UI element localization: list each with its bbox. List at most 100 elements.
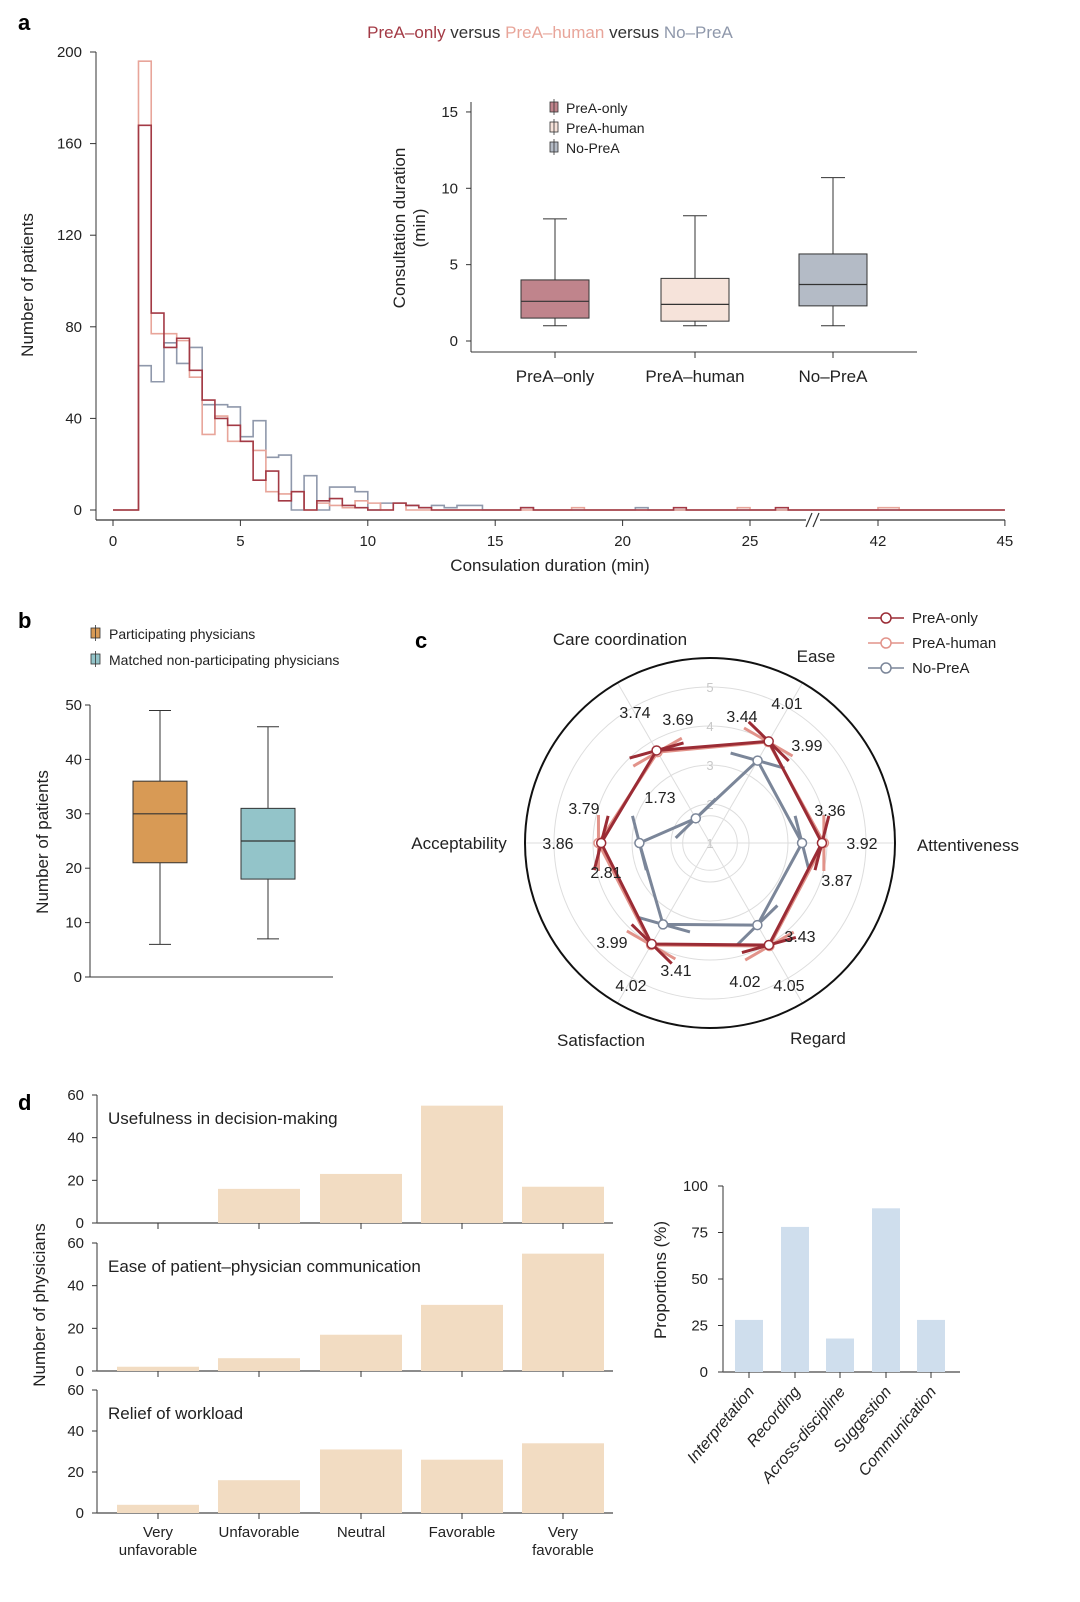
box-participating bbox=[132, 780, 188, 864]
radar-value-label: 3.69 bbox=[662, 712, 693, 729]
radar-value-label: 3.99 bbox=[791, 738, 822, 755]
x-tick-label: 42 bbox=[870, 533, 887, 550]
x-tick-label: PreA–only bbox=[516, 367, 595, 386]
title-part: versus bbox=[446, 23, 506, 42]
radar-point bbox=[796, 837, 808, 849]
radar-axis-label: Ease bbox=[797, 647, 836, 666]
radar-ring-label: 1 bbox=[706, 836, 713, 851]
y-axis-label: Number of patients bbox=[33, 770, 52, 914]
radar-axis-label: Satisfaction bbox=[557, 1031, 645, 1050]
panel-label-b: b bbox=[18, 608, 31, 633]
y-tick-label: 50 bbox=[65, 697, 82, 714]
radar-ring-label: 3 bbox=[706, 758, 713, 773]
bar bbox=[117, 1366, 199, 1371]
bar bbox=[522, 1443, 604, 1513]
radar-value-label: 4.01 bbox=[771, 696, 802, 713]
y-tick-label: 200 bbox=[57, 44, 82, 61]
y-tick-label: 20 bbox=[65, 860, 82, 877]
y-tick-label: 10 bbox=[441, 180, 458, 197]
y-tick-label: 25 bbox=[691, 1318, 708, 1335]
panel-a-inset-boxplot: 0 5 10 15 Consultation duration (min) PreA–onl… bbox=[390, 99, 917, 386]
panel-c-radar: 12345Care coordinationEaseAttentivenessR… bbox=[411, 610, 1019, 1050]
bar bbox=[421, 1304, 503, 1371]
x-tick-label: Very bbox=[548, 1524, 579, 1541]
radar-value-label: 3.44 bbox=[726, 709, 757, 726]
y-tick-label: 10 bbox=[65, 915, 82, 932]
y-tick-label: 40 bbox=[65, 410, 82, 427]
y-axis-label: Proportions (%) bbox=[651, 1221, 670, 1339]
y-tick-label: 15 bbox=[441, 104, 458, 121]
panel-b-boxplot: 0 10 20 30 40 50 Number of patients Participati… bbox=[33, 625, 339, 986]
y-tick-label: 40 bbox=[67, 1278, 84, 1295]
bar bbox=[421, 1105, 503, 1223]
radar-value-label: 3.74 bbox=[619, 705, 650, 722]
axis-break-gap bbox=[806, 514, 820, 526]
radar-point bbox=[634, 837, 645, 849]
radar-point bbox=[657, 919, 669, 930]
y-tick-label: 0 bbox=[74, 502, 82, 519]
bar bbox=[421, 1459, 503, 1513]
y-tick-label: 120 bbox=[57, 227, 82, 244]
y-tick-label: 100 bbox=[683, 1178, 708, 1195]
radar-value-label: 3.36 bbox=[814, 803, 845, 820]
legend-marker bbox=[880, 662, 892, 674]
panel-a-histogram: PreA–only versus PreA–human versus No–Pr… bbox=[18, 23, 1013, 575]
legend-label: PreA-only bbox=[912, 610, 978, 627]
radar-axis-label: Acceptability bbox=[411, 834, 507, 853]
radar-ring-label: 5 bbox=[706, 680, 713, 695]
y-tick-label: 20 bbox=[67, 1172, 84, 1189]
box-matched bbox=[240, 807, 296, 880]
x-tick-label: Interpretation bbox=[684, 1384, 758, 1467]
bar bbox=[320, 1173, 402, 1223]
y-tick-label: 40 bbox=[67, 1130, 84, 1147]
x-tick-label: 20 bbox=[614, 533, 631, 550]
radar-point bbox=[763, 736, 774, 747]
x-tick-label: 10 bbox=[359, 533, 376, 550]
y-tick-label: 40 bbox=[65, 751, 82, 768]
bar-Communication bbox=[917, 1319, 945, 1372]
radar-ring-label: 4 bbox=[706, 719, 713, 734]
legend-label: Participating physicians bbox=[109, 626, 255, 642]
y-axis-label: Number of physicians bbox=[30, 1223, 49, 1386]
panel-d-survey-bars: Number of physicians 0 20 40 60 Usefulness in… bbox=[30, 1087, 613, 1559]
x-tick-label: Neutral bbox=[337, 1524, 385, 1541]
x-tick-label: 25 bbox=[742, 533, 759, 550]
subplot-title: Relief of workload bbox=[108, 1404, 243, 1423]
bar bbox=[117, 1504, 199, 1513]
y-tick-label: 30 bbox=[65, 806, 82, 823]
title-part: No–PreA bbox=[664, 23, 734, 42]
legend-label: PreA-human bbox=[566, 120, 645, 136]
radar-outer-circle bbox=[524, 657, 896, 1029]
radar-point bbox=[651, 745, 662, 756]
title-part: versus bbox=[604, 23, 664, 42]
radar-axis-label: Care coordination bbox=[553, 630, 687, 649]
legend-label: PreA-only bbox=[566, 100, 627, 116]
radar-value-label: 3.99 bbox=[596, 935, 627, 952]
subplot-title: Ease of patient–physician communication bbox=[108, 1257, 421, 1276]
bar-Interpretation bbox=[735, 1319, 763, 1372]
y-tick-label: 5 bbox=[450, 257, 458, 274]
x-tick-label: Favorable bbox=[429, 1524, 496, 1541]
x-tick-label: Very bbox=[143, 1524, 174, 1541]
radar-point bbox=[690, 813, 702, 824]
x-tick-label: favorable bbox=[532, 1542, 594, 1559]
radar-point bbox=[763, 939, 775, 951]
bar bbox=[320, 1334, 402, 1371]
bar bbox=[218, 1480, 300, 1513]
y-tick-label: 0 bbox=[74, 969, 82, 986]
title-part: PreA–only bbox=[367, 23, 446, 42]
histogram-series-PreA-only bbox=[113, 124, 1005, 511]
box-PreA-human bbox=[660, 277, 730, 322]
radar-axis-label: Attentiveness bbox=[917, 836, 1019, 855]
radar-axis-label: Regard bbox=[790, 1029, 846, 1048]
y-tick-label: 60 bbox=[67, 1235, 84, 1252]
y-tick-label: 20 bbox=[67, 1464, 84, 1481]
x-tick-label: PreA–human bbox=[645, 367, 744, 386]
x-axis-label: Consulation duration (min) bbox=[450, 556, 649, 575]
x-tick-label: 15 bbox=[487, 533, 504, 550]
radar-value-label: 3.86 bbox=[542, 836, 573, 853]
radar-value-label: 3.92 bbox=[846, 836, 877, 853]
axis-break-mark bbox=[812, 512, 820, 528]
